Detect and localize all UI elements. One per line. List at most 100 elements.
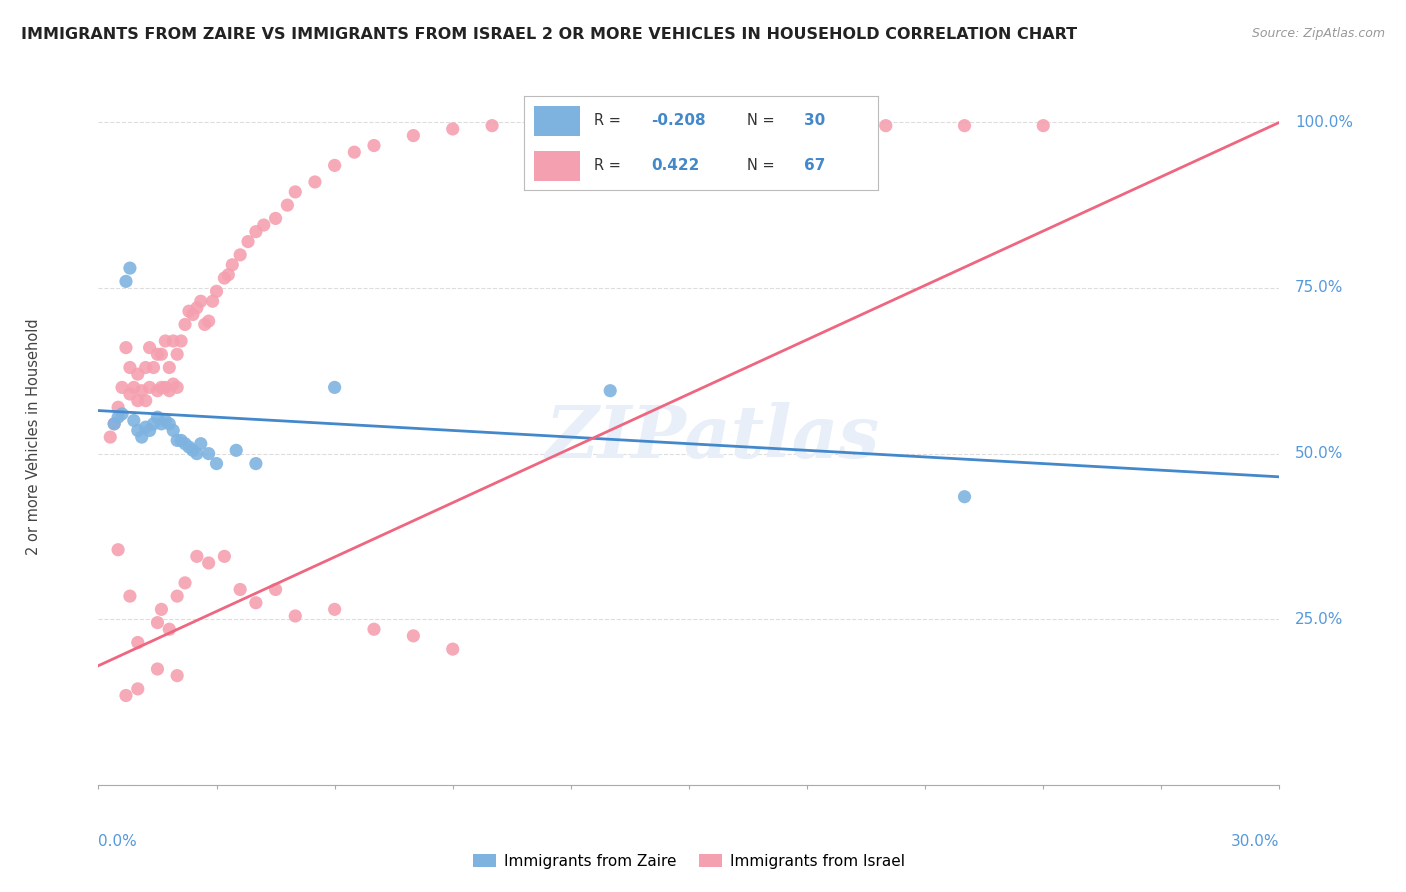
Point [115, 689, 138, 703]
Text: 100.0%: 100.0% [1295, 115, 1353, 130]
Point [157, 622, 180, 636]
Point [135, 360, 157, 375]
Point [214, 549, 236, 564]
Point [245, 225, 267, 239]
Point [284, 185, 307, 199]
Point [127, 681, 149, 696]
Point [155, 380, 177, 394]
Text: 30.0%: 30.0% [1232, 834, 1279, 848]
Point [122, 380, 145, 394]
Point [323, 158, 346, 172]
Point [146, 384, 169, 398]
Point [166, 589, 188, 603]
Point [402, 128, 425, 143]
Point [186, 447, 208, 461]
Point [127, 367, 149, 381]
Point [323, 380, 346, 394]
Point [127, 393, 149, 408]
Point [197, 556, 219, 570]
Point [166, 347, 188, 361]
Point [157, 417, 180, 431]
Point [162, 377, 184, 392]
Point [174, 318, 197, 332]
Point [115, 341, 138, 355]
Point [166, 380, 188, 394]
Point [103, 417, 125, 431]
Point [146, 615, 169, 630]
Point [236, 235, 259, 249]
Point [186, 549, 208, 564]
Point [214, 271, 236, 285]
Point [181, 308, 204, 322]
Point [190, 436, 212, 450]
Point [343, 145, 366, 160]
Point [205, 457, 228, 471]
Point [157, 360, 180, 375]
Point [205, 285, 228, 299]
Text: IMMIGRANTS FROM ZAIRE VS IMMIGRANTS FROM ISRAEL 2 OR MORE VEHICLES IN HOUSEHOLD : IMMIGRANTS FROM ZAIRE VS IMMIGRANTS FROM… [21, 27, 1077, 42]
Point [174, 436, 197, 450]
Point [131, 384, 153, 398]
Point [229, 582, 252, 597]
Point [245, 457, 267, 471]
Point [363, 622, 385, 636]
Point [138, 341, 160, 355]
Point [264, 582, 287, 597]
Point [135, 393, 157, 408]
Point [441, 642, 464, 657]
Point [264, 211, 287, 226]
Point [520, 119, 543, 133]
Point [201, 294, 224, 309]
Text: 75.0%: 75.0% [1295, 280, 1344, 295]
Point [118, 387, 141, 401]
Point [127, 635, 149, 649]
Point [115, 274, 138, 288]
Point [150, 380, 173, 394]
Point [155, 334, 177, 348]
Point [138, 424, 160, 438]
Point [118, 261, 141, 276]
Legend: Immigrants from Zaire, Immigrants from Israel: Immigrants from Zaire, Immigrants from I… [467, 847, 911, 875]
Point [253, 218, 276, 232]
Point [142, 417, 165, 431]
Point [304, 175, 326, 189]
Point [197, 314, 219, 328]
Point [111, 380, 134, 394]
Point [162, 424, 184, 438]
Point [146, 662, 169, 676]
Point [103, 417, 125, 431]
Point [245, 596, 267, 610]
Point [131, 430, 153, 444]
Point [796, 119, 818, 133]
Point [276, 198, 298, 212]
Text: 25.0%: 25.0% [1295, 612, 1344, 627]
Point [127, 424, 149, 438]
Text: 50.0%: 50.0% [1295, 446, 1344, 461]
Point [177, 440, 200, 454]
Point [142, 360, 165, 375]
Point [174, 575, 197, 590]
Point [1032, 119, 1054, 133]
Point [177, 304, 200, 318]
Point [122, 413, 145, 427]
Point [170, 334, 193, 348]
Point [323, 602, 346, 616]
Point [638, 119, 661, 133]
Point [155, 413, 177, 427]
Point [402, 629, 425, 643]
Point [118, 589, 141, 603]
Point [146, 347, 169, 361]
Point [181, 443, 204, 458]
Point [560, 119, 582, 133]
Point [98, 430, 121, 444]
Point [118, 360, 141, 375]
Point [363, 138, 385, 153]
Point [441, 122, 464, 136]
Point [875, 119, 897, 133]
Point [221, 258, 243, 272]
Point [186, 301, 208, 315]
Point [166, 668, 188, 682]
Point [150, 417, 173, 431]
Point [150, 602, 173, 616]
Point [225, 443, 247, 458]
